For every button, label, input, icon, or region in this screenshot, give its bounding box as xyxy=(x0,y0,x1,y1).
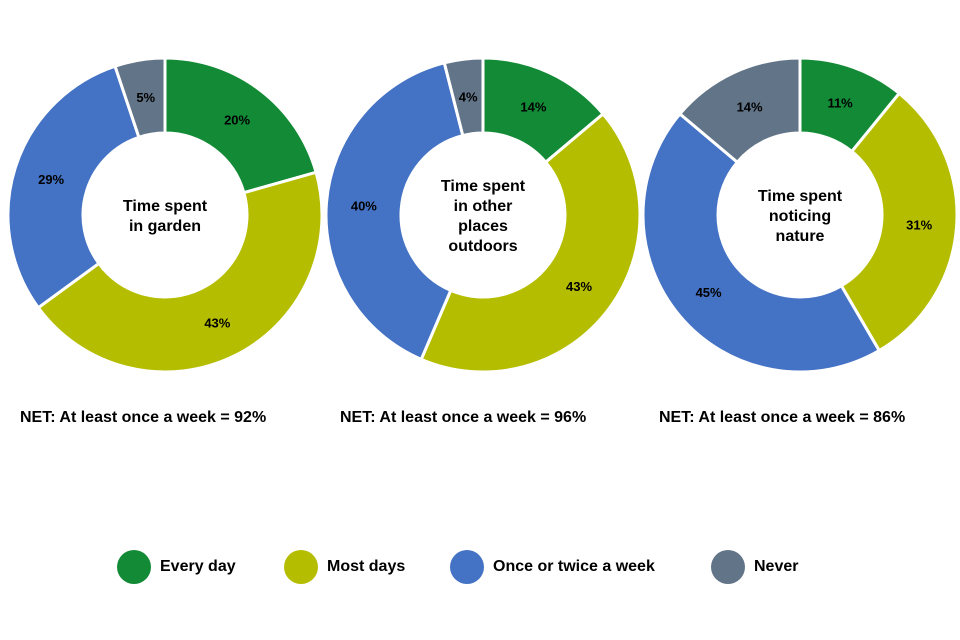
legend-label: Once or twice a week xyxy=(493,558,655,575)
legend-swatch-most-days xyxy=(284,550,318,584)
donut-chart-noticing-nature: 11% 31% 45% 14% Time spent noticing nature xyxy=(641,56,959,374)
slice-most-days xyxy=(839,91,959,353)
donut-center-title-line: Time spent xyxy=(441,178,526,195)
legend-label: Every day xyxy=(160,558,236,575)
legend-item-once-or-twice: Once or twice a week xyxy=(450,549,655,585)
data-label-every-day: 20% xyxy=(224,113,250,128)
data-label-most-days: 31% xyxy=(906,217,932,232)
slice-most-days xyxy=(36,170,324,374)
legend-swatch-never xyxy=(711,550,745,584)
slice-once-or-twice xyxy=(6,64,141,310)
donut-center-title-line: Time spent xyxy=(123,198,208,215)
legend: Every day Most days Once or twice a week… xyxy=(0,549,960,585)
donut-center-title: Time spent in other places outdoors xyxy=(441,178,526,255)
net-summary-noticing-nature: NET: At least once a week = 86% xyxy=(659,409,906,426)
legend-item-most-days: Most days xyxy=(284,549,405,585)
slice-most-days xyxy=(419,111,642,374)
slice-never xyxy=(113,56,167,140)
slice-once-or-twice xyxy=(641,111,882,374)
donut-chart-other-places: 14% 43% 40% 4% Time spent in other places outdo… xyxy=(324,56,642,374)
data-label-every-day: 14% xyxy=(520,100,546,115)
donut-center-title-line: places xyxy=(458,218,508,235)
slice-never xyxy=(442,56,485,138)
slice-once-or-twice xyxy=(324,61,465,362)
data-label-never: 14% xyxy=(737,100,763,115)
data-label-once-or-twice: 40% xyxy=(351,199,377,214)
donut-center-title-line: in other xyxy=(454,198,513,215)
data-label-never: 5% xyxy=(136,90,155,105)
donut-center-title-line: Time spent xyxy=(758,188,843,205)
donut-center-title-line: in garden xyxy=(129,218,201,235)
data-label-never: 4% xyxy=(459,89,478,104)
donut-center-title-line: outdoors xyxy=(448,238,517,255)
legend-item-every-day: Every day xyxy=(117,549,236,585)
slice-never xyxy=(677,56,802,165)
data-label-most-days: 43% xyxy=(204,315,230,330)
donut-chart-garden: 20% 43% 29% 5% Time spent in garden xyxy=(6,56,324,374)
net-summary-other-places: NET: At least once a week = 96% xyxy=(340,409,587,426)
data-label-most-days: 43% xyxy=(566,279,592,294)
donut-center-title-line: noticing xyxy=(769,208,831,225)
donut-center-title-line: nature xyxy=(776,228,825,245)
data-label-every-day: 11% xyxy=(827,95,853,110)
net-summary-garden: NET: At least once a week = 92% xyxy=(20,409,267,426)
donut-center-title: Time spent noticing nature xyxy=(758,188,843,245)
data-label-once-or-twice: 29% xyxy=(38,172,64,187)
data-label-once-or-twice: 45% xyxy=(696,285,722,300)
slice-every-day xyxy=(163,56,318,195)
legend-label: Never xyxy=(754,558,799,575)
legend-swatch-every-day xyxy=(117,550,151,584)
legend-swatch-once-or-twice xyxy=(450,550,484,584)
legend-label: Most days xyxy=(327,558,406,575)
donut-center-title: Time spent in garden xyxy=(123,198,208,235)
legend-item-never: Never xyxy=(711,549,798,585)
